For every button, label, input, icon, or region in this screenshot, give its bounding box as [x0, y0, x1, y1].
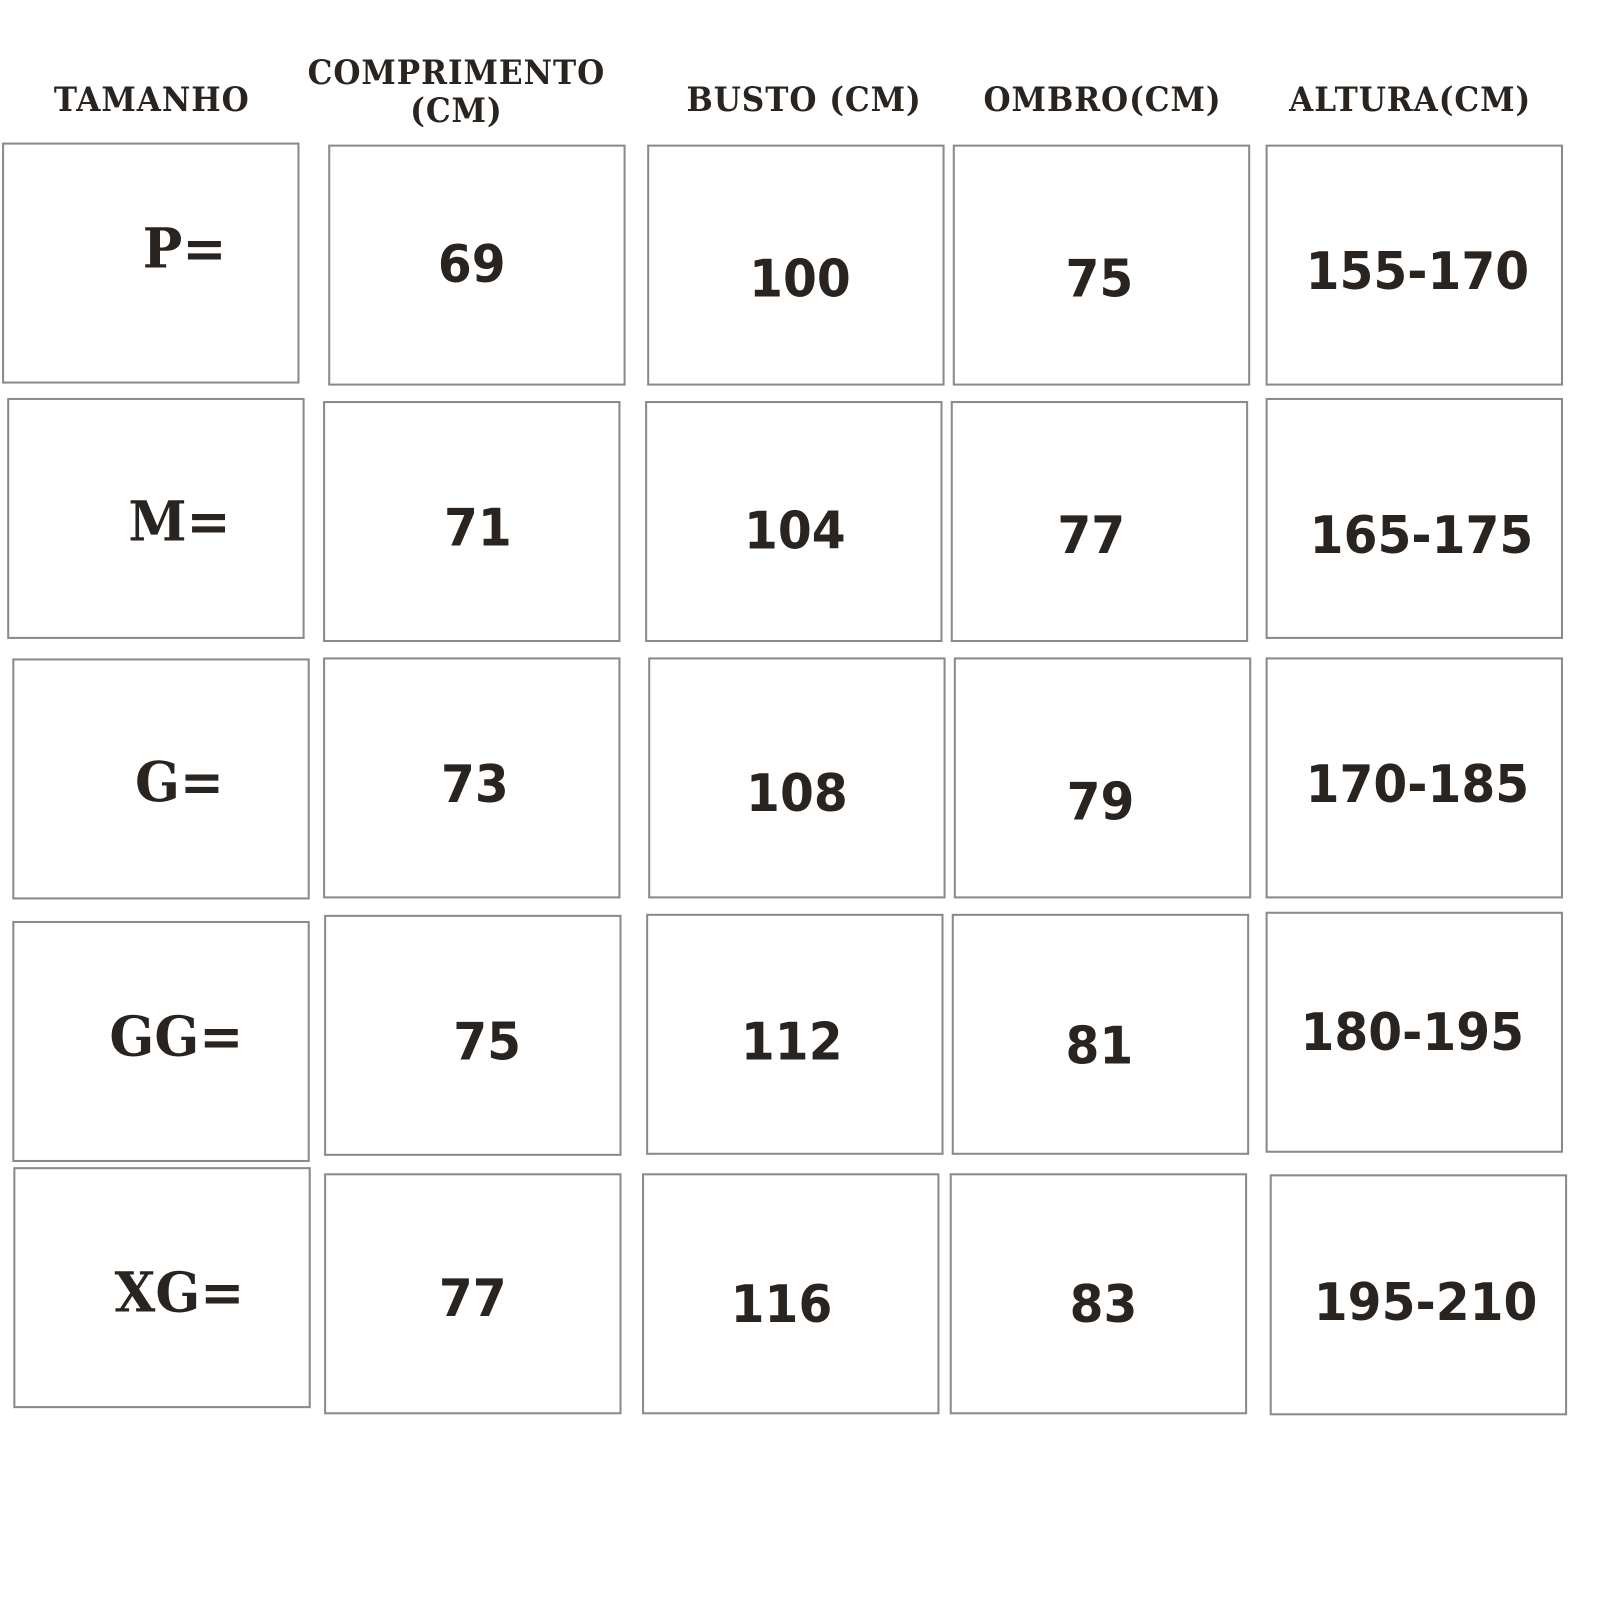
table-cell-tamanho [12, 920, 310, 1163]
table-cell-altura [1265, 657, 1564, 899]
measurement-value: 69 [437, 234, 506, 295]
table-cell-busto [642, 1173, 940, 1415]
measurement-value: 81 [1065, 1016, 1134, 1076]
table-cell-comprimento [323, 401, 621, 643]
header-tamanho: TAMANHO [53, 78, 250, 119]
size-label: GG= [109, 1003, 244, 1069]
header-busto: BUSTO (CM) [686, 78, 922, 119]
measurement-value: 108 [746, 764, 848, 824]
size-label: XG= [114, 1259, 245, 1326]
table-cell-comprimento [328, 144, 626, 386]
measurement-value: 83 [1069, 1274, 1138, 1335]
measurement-value: 77 [1057, 505, 1126, 566]
measurement-value: 77 [438, 1268, 507, 1329]
table-cell-altura [1265, 144, 1564, 386]
header-altura: ALTURA(CM) [1289, 78, 1532, 119]
measurement-value: 112 [740, 1012, 843, 1072]
table-cell-altura [1269, 1174, 1568, 1416]
size-label: M= [128, 488, 231, 554]
measurement-value: 79 [1066, 772, 1135, 832]
table-cell-tamanho [7, 397, 305, 639]
table-cell-ombro [950, 401, 1249, 643]
table-cell-comprimento [324, 914, 622, 1156]
measurement-value: 100 [749, 249, 851, 309]
table-cell-ombro [952, 144, 1251, 386]
table-cell-tamanho [2, 142, 300, 384]
measurement-value: 73 [440, 754, 509, 815]
table-cell-comprimento [324, 1173, 622, 1415]
table-cell-ombro [953, 657, 1252, 899]
measurement-value: 155-170 [1305, 242, 1530, 302]
measurement-value: 75 [453, 1012, 522, 1072]
table-cell-ombro [951, 913, 1250, 1155]
measurement-value: 104 [743, 501, 846, 562]
table-cell-altura [1265, 397, 1564, 639]
measurement-value: 170-185 [1305, 754, 1530, 815]
measurement-value: 71 [444, 498, 512, 558]
measurement-value: 195-210 [1313, 1272, 1538, 1333]
table-cell-tamanho [12, 658, 310, 900]
table-cell-ombro [949, 1173, 1248, 1415]
table-cell-busto [648, 657, 946, 899]
header-comprimento: COMPRIMENTO (CM) [307, 52, 606, 131]
table-cell-busto [646, 913, 944, 1155]
size-label: P= [142, 215, 227, 282]
size-label: G= [134, 748, 224, 815]
measurement-value: 75 [1065, 249, 1134, 309]
table-cell-tamanho [13, 1167, 311, 1409]
measurement-value: 165-175 [1309, 505, 1534, 566]
table-cell-altura [1265, 911, 1564, 1153]
measurement-value: 180-195 [1300, 1003, 1525, 1063]
measurement-value: 116 [730, 1274, 833, 1335]
table-cell-busto [647, 144, 945, 386]
table-cell-busto [645, 401, 943, 643]
table-cell-comprimento [323, 657, 621, 899]
header-ombro: OMBRO(CM) [983, 78, 1222, 119]
